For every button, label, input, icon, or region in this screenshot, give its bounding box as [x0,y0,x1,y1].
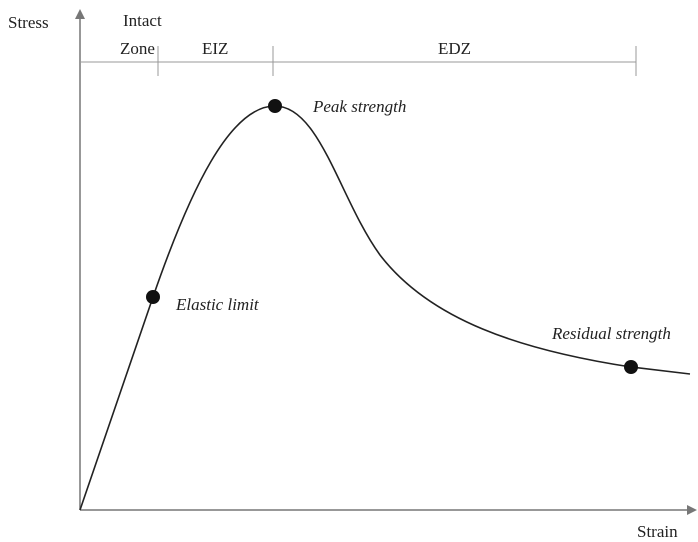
zone-label: EIZ [202,39,228,58]
y-axis-label: Stress [8,13,49,32]
zone-label: Intact [123,11,162,30]
zone-label: Zone [120,39,155,58]
x-axis-label: Strain [637,522,678,541]
zone-label: EDZ [438,39,471,58]
point-label: Peak strength [312,97,406,116]
point [268,99,282,113]
point-label: Residual strength [551,324,671,343]
point [146,290,160,304]
point [624,360,638,374]
stress-strain-curve [79,105,691,511]
point-label: Elastic limit [175,295,260,314]
